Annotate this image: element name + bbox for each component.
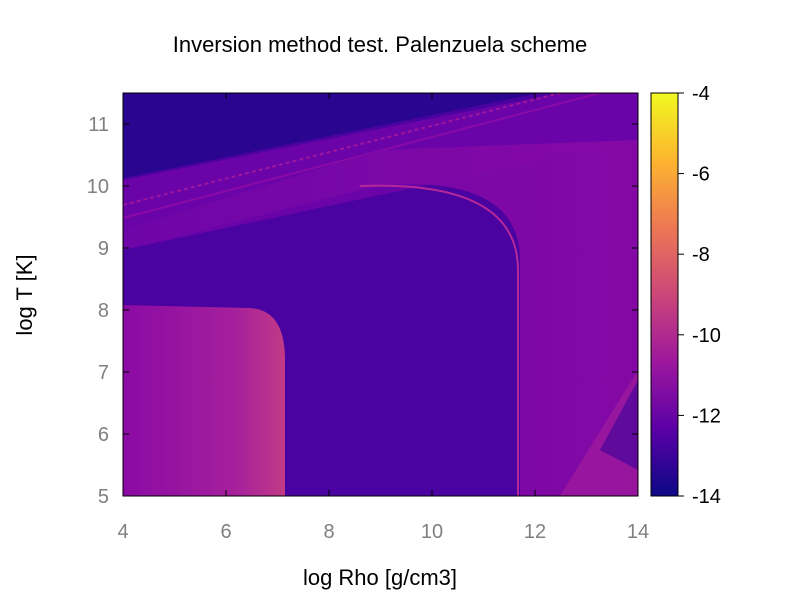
y-tick-label: 8 [98,300,109,322]
heatmap-low-density-plateau [123,305,285,496]
heatmap-lower-right-wedge [560,370,638,496]
y-axis-label: log T [K] [12,254,37,335]
y-tick-label: 10 [87,176,109,198]
colorbar-tick-label: -4 [692,83,710,105]
heatmap-lower-right-noise [600,380,638,470]
colorbar-tick-label: -8 [692,244,710,266]
heatmap-upper-streak [123,93,561,206]
heatmap-upper-left-corner [123,93,540,178]
y-tick-label: 6 [98,424,109,446]
x-tick-label: 10 [421,521,443,543]
y-tick-label: 7 [98,362,109,384]
colorbar [650,92,679,497]
colorbar-tick-label: -14 [692,486,721,508]
y-tick-label: 11 [88,114,109,136]
y-axis: 5 6 7 8 9 10 11 [87,114,638,508]
y-tick-label: 5 [98,486,109,508]
heatmap-ridge-line [359,184,519,496]
y-tick-label: 9 [98,238,109,260]
heatmap-field [123,93,638,496]
colorbar-tick-label: -6 [692,164,710,186]
x-axis-label: log Rho [g/cm3] [303,565,457,590]
chart-title: Inversion method test. Palenzuela scheme [173,32,588,57]
x-tick-label: 8 [323,521,334,543]
colorbar-tick-label: -12 [692,405,721,427]
colorbar-axis: -4 -6 -8 -10 -12 -14 [678,83,721,508]
heatmap-upper-streak-2 [123,93,601,219]
x-tick-label: 12 [524,521,546,543]
plot-frame [122,92,639,497]
x-tick-label: 14 [627,521,649,543]
x-tick-label: 4 [117,521,128,543]
x-tick-label: 6 [220,521,231,543]
colorbar-tick-label: -10 [692,325,721,347]
x-axis: 4 6 8 10 12 14 [117,93,649,543]
